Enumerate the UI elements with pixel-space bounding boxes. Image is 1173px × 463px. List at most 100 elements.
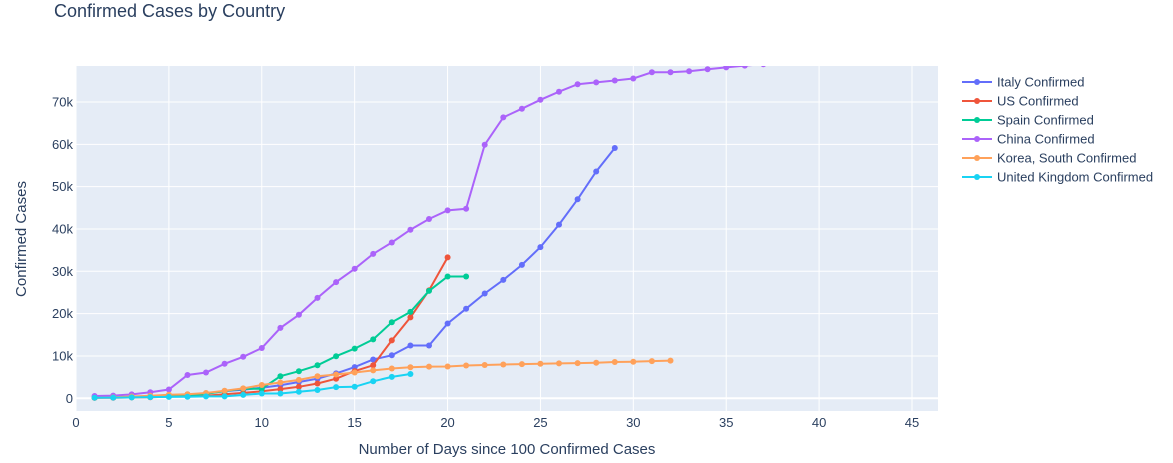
data-point bbox=[500, 114, 507, 121]
data-point bbox=[370, 336, 377, 343]
x-tick-label: 45 bbox=[905, 415, 919, 430]
x-tick-label: 0 bbox=[72, 415, 79, 430]
data-point bbox=[370, 362, 377, 369]
legend-marker bbox=[974, 155, 980, 161]
data-point bbox=[444, 207, 451, 214]
data-point bbox=[556, 221, 562, 228]
data-point bbox=[165, 386, 172, 393]
legend-item-china-confirmed[interactable]: China Confirmed bbox=[962, 132, 1095, 147]
x-tick-label: 5 bbox=[165, 415, 172, 430]
data-point bbox=[481, 290, 488, 297]
series-layer bbox=[91, 66, 766, 401]
data-point bbox=[388, 319, 395, 326]
data-point bbox=[518, 261, 525, 268]
data-point bbox=[314, 294, 321, 301]
data-point bbox=[277, 373, 284, 380]
data-point bbox=[370, 356, 377, 363]
legend-marker bbox=[974, 98, 980, 104]
data-point bbox=[240, 391, 247, 398]
y-axis-title: Confirmed Cases bbox=[13, 181, 30, 297]
data-point bbox=[407, 342, 414, 349]
data-point bbox=[295, 311, 302, 318]
data-point bbox=[667, 69, 674, 76]
data-point bbox=[221, 387, 228, 394]
data-point bbox=[314, 380, 321, 387]
data-point bbox=[537, 244, 544, 251]
data-point bbox=[407, 371, 414, 377]
legend-label: China Confirmed bbox=[997, 132, 1095, 147]
data-point bbox=[295, 376, 302, 383]
legend-item-united-kingdom-confirmed[interactable]: United Kingdom Confirmed bbox=[962, 170, 1153, 185]
data-point bbox=[221, 393, 228, 400]
data-point bbox=[686, 68, 693, 75]
x-tick-label: 40 bbox=[812, 415, 826, 430]
x-gridlines bbox=[75, 66, 913, 411]
x-tick-label: 30 bbox=[626, 415, 640, 430]
legend-item-italy-confirmed[interactable]: Italy Confirmed bbox=[962, 75, 1084, 90]
legend-label: Spain Confirmed bbox=[997, 113, 1094, 128]
data-point bbox=[128, 394, 135, 401]
data-point bbox=[648, 358, 655, 365]
data-point bbox=[426, 216, 432, 222]
legend-label: US Confirmed bbox=[997, 94, 1079, 109]
data-point bbox=[388, 239, 395, 246]
data-point bbox=[314, 373, 321, 380]
data-point bbox=[463, 205, 470, 212]
data-point bbox=[203, 369, 209, 376]
data-point bbox=[407, 226, 414, 233]
data-point bbox=[333, 384, 340, 391]
y-tick-label: 70k bbox=[52, 94, 73, 109]
data-point bbox=[574, 360, 581, 367]
data-point bbox=[611, 145, 618, 151]
data-point bbox=[481, 362, 488, 368]
data-point bbox=[593, 168, 600, 175]
x-tick-label: 35 bbox=[719, 415, 733, 430]
data-point bbox=[258, 345, 265, 351]
data-point bbox=[295, 368, 302, 375]
data-point bbox=[370, 378, 377, 385]
data-point bbox=[370, 250, 377, 257]
y-tick-label: 20k bbox=[52, 306, 73, 321]
data-point bbox=[537, 96, 544, 103]
data-point bbox=[426, 342, 432, 349]
data-point bbox=[741, 66, 748, 69]
data-point bbox=[426, 287, 432, 294]
data-point bbox=[593, 359, 600, 366]
y-tick-labels: 0 10k 20k 30k 40k 50k 60k 70k bbox=[52, 94, 73, 405]
data-point bbox=[333, 279, 340, 286]
data-point bbox=[500, 361, 507, 368]
legend-item-spain-confirmed[interactable]: Spain Confirmed bbox=[962, 113, 1094, 128]
data-point bbox=[240, 353, 247, 360]
data-point bbox=[556, 88, 562, 95]
x-tick-labels: 0 5 10 15 20 25 30 35 40 45 bbox=[72, 415, 919, 430]
data-point bbox=[611, 359, 618, 365]
data-point bbox=[518, 361, 525, 368]
data-point bbox=[407, 364, 414, 371]
series-korea-south-confirmed bbox=[91, 357, 674, 401]
data-point bbox=[648, 69, 655, 76]
data-point bbox=[277, 386, 284, 393]
data-point bbox=[518, 105, 525, 112]
legend-marker bbox=[974, 174, 980, 180]
data-point bbox=[388, 373, 395, 380]
legend-item-us-confirmed[interactable]: US Confirmed bbox=[962, 94, 1079, 109]
data-point bbox=[203, 393, 209, 400]
data-point bbox=[388, 352, 395, 359]
y-gridlines bbox=[76, 101, 938, 400]
data-point bbox=[184, 393, 191, 400]
data-point bbox=[277, 390, 284, 397]
x-tick-label: 25 bbox=[533, 415, 547, 430]
legend-marker bbox=[974, 136, 980, 142]
data-point bbox=[351, 369, 358, 376]
legend-item-korea-south-confirmed[interactable]: Korea, South Confirmed bbox=[962, 151, 1136, 166]
data-point bbox=[91, 394, 98, 401]
legend-marker bbox=[974, 117, 980, 123]
plot-background bbox=[76, 66, 938, 411]
data-point bbox=[667, 357, 674, 364]
legend[interactable]: Italy Confirmed US Confirmed Spain Confirm… bbox=[962, 75, 1153, 185]
y-tick-label: 50k bbox=[52, 179, 73, 194]
data-point bbox=[444, 254, 451, 261]
data-point bbox=[295, 388, 302, 395]
data-point bbox=[277, 379, 284, 386]
data-point bbox=[165, 393, 172, 400]
